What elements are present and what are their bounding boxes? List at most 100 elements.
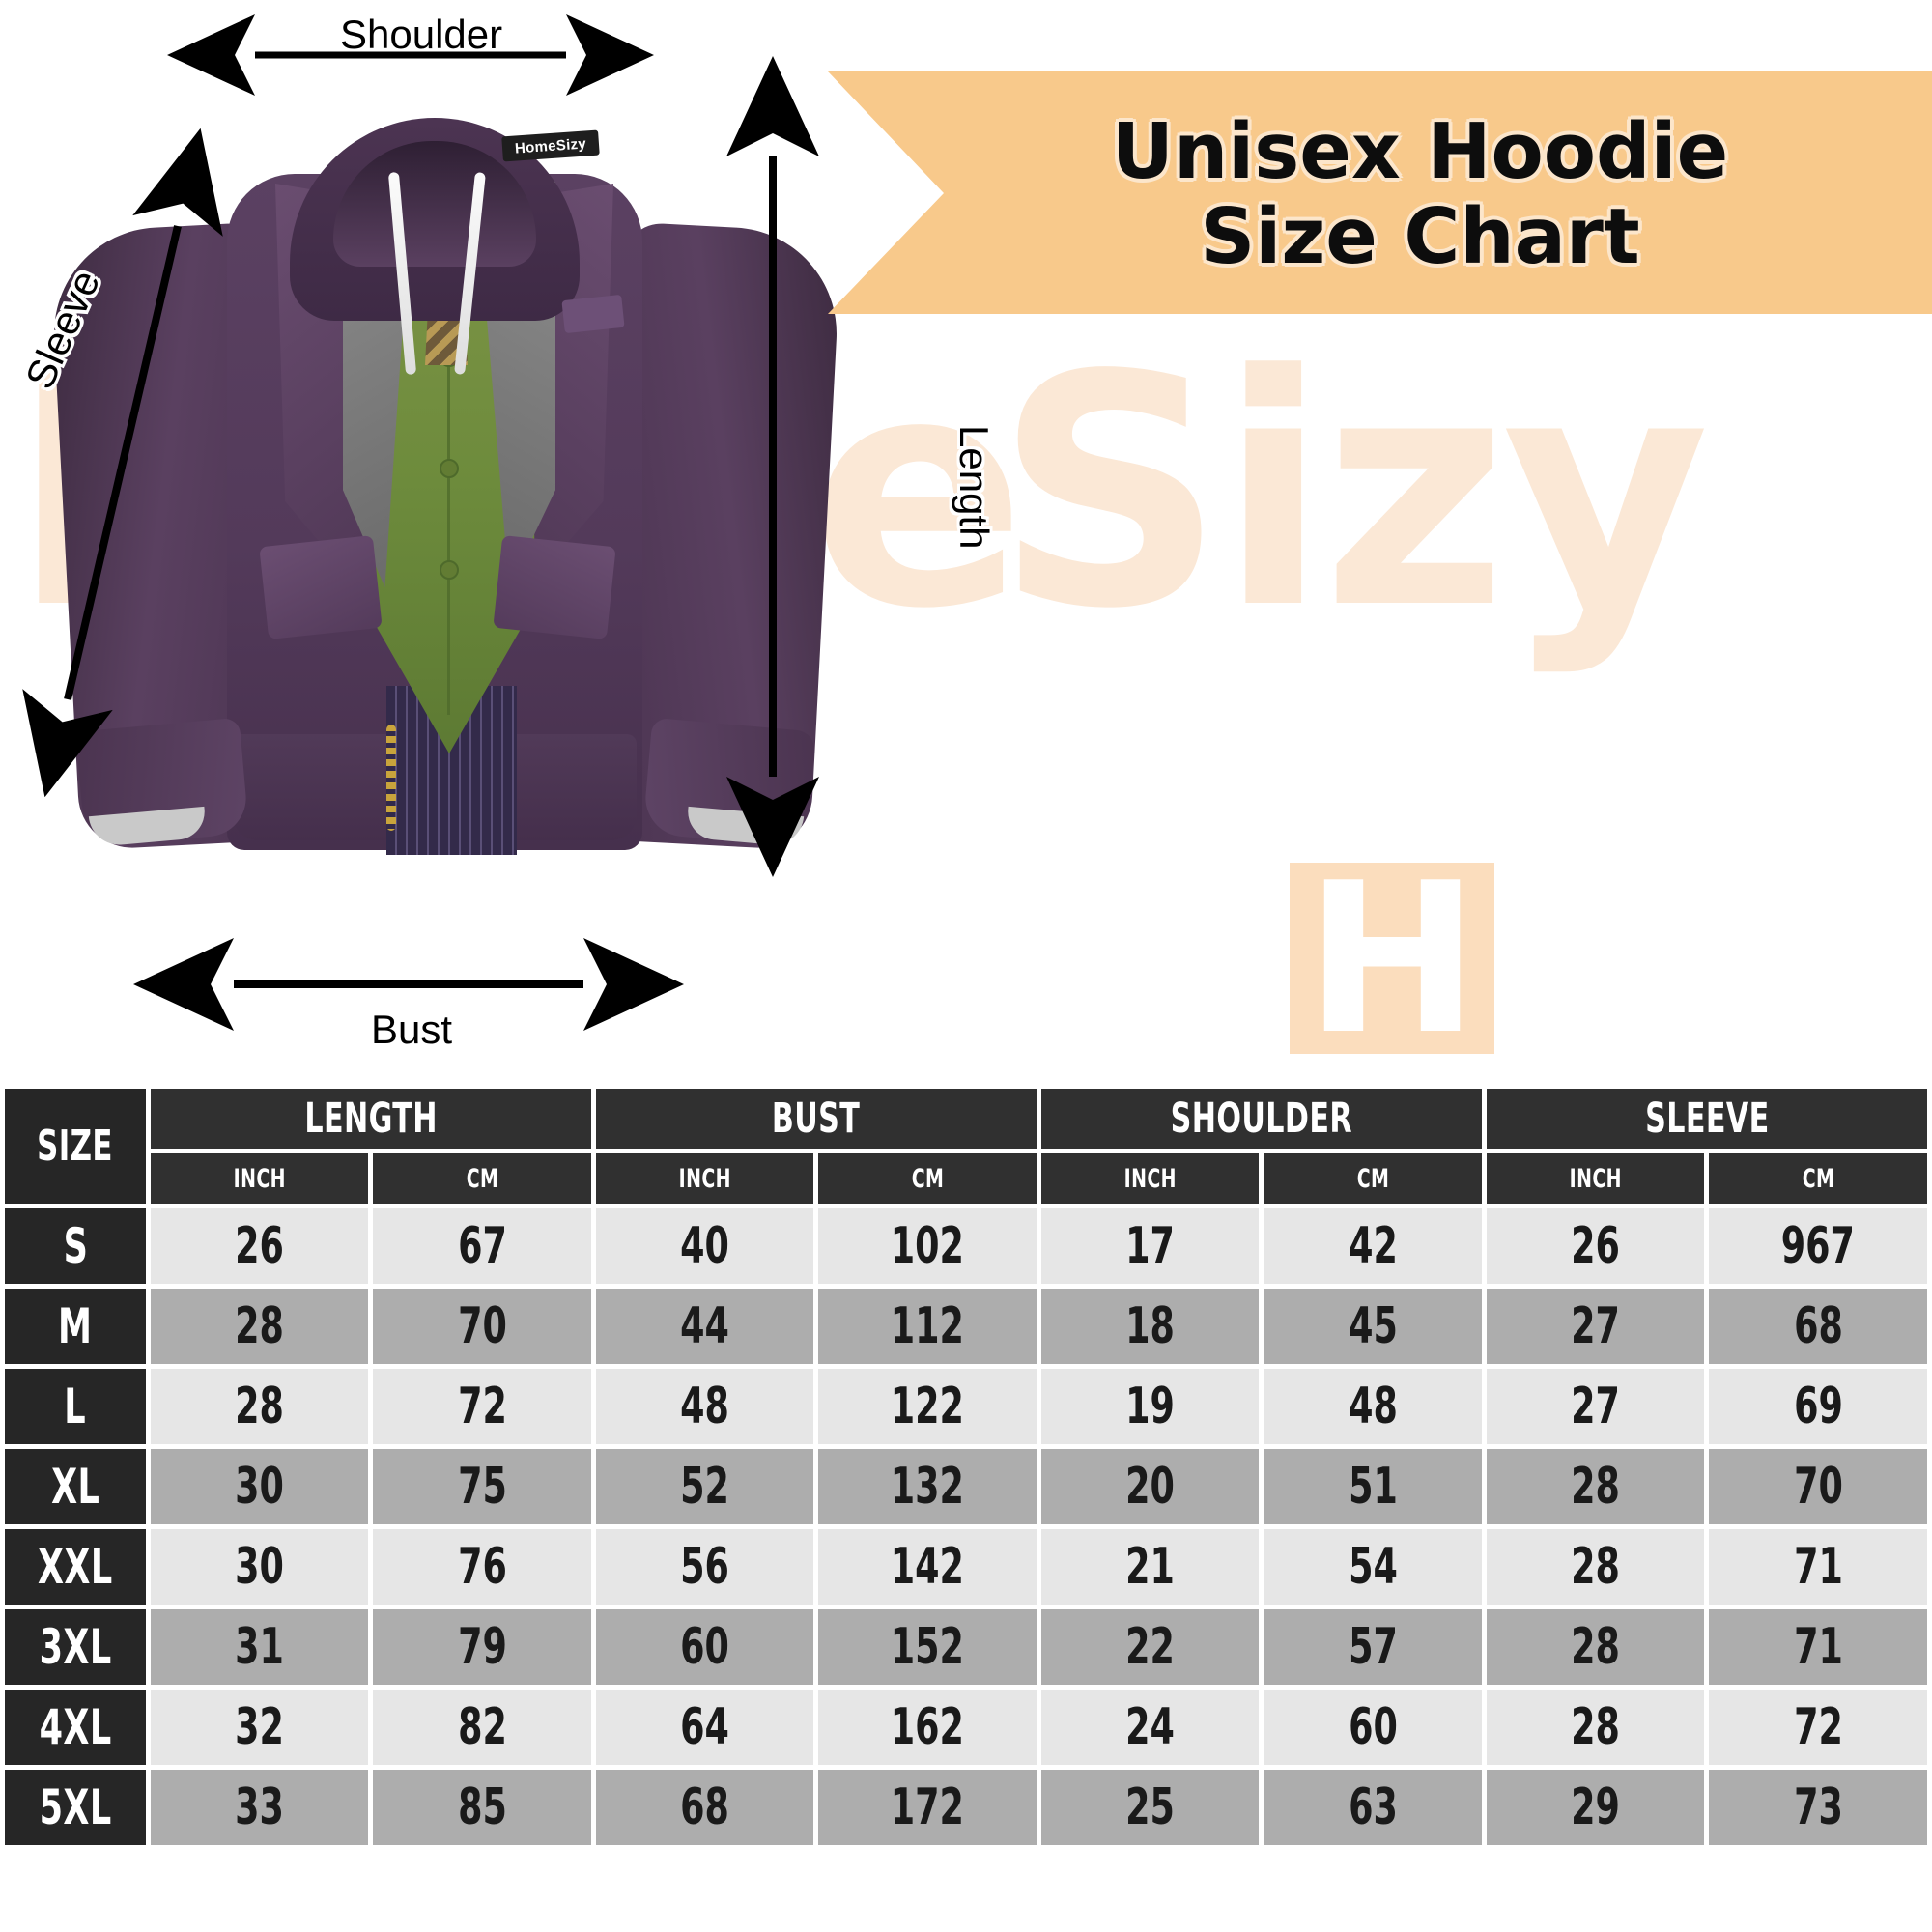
length-arrow bbox=[726, 56, 819, 877]
row-size-xxl: XXL bbox=[5, 1529, 146, 1605]
cell-shoulder-inch: 17 bbox=[1040, 1208, 1260, 1284]
header-size-label: SIZE bbox=[37, 1122, 114, 1171]
row-size-3xl: 3XL bbox=[5, 1609, 146, 1685]
table-row: M 28 70 44 112 18 45 27 68 bbox=[5, 1289, 1927, 1364]
cell-shoulder-inch: 25 bbox=[1040, 1770, 1260, 1845]
title-line-1: Unisex Hoodie bbox=[1111, 106, 1729, 196]
cell-sleeve-cm: 72 bbox=[1709, 1690, 1927, 1765]
table-row: S 26 67 40 102 17 42 26 967 bbox=[5, 1208, 1927, 1284]
cell-length-inch: 28 bbox=[150, 1369, 369, 1444]
bust-label: Bust bbox=[371, 1007, 453, 1052]
table-row: 5XL 33 85 68 172 25 63 29 73 bbox=[5, 1770, 1927, 1845]
cell-sleeve-cm: 70 bbox=[1709, 1449, 1927, 1524]
cell-shoulder-inch: 24 bbox=[1040, 1690, 1260, 1765]
cell-sleeve-cm: 71 bbox=[1709, 1609, 1927, 1685]
cell-length-inch: 30 bbox=[150, 1449, 369, 1524]
title-ribbon bbox=[828, 71, 1932, 314]
header-unit-bust-inch: INCH bbox=[595, 1153, 814, 1204]
cell-sleeve-inch: 27 bbox=[1486, 1289, 1705, 1364]
size-table: SIZE LENGTH BUST SHOULDER SLEEVE INCH CM… bbox=[0, 1084, 1932, 1850]
table-body: S 26 67 40 102 17 42 26 967 M 28 70 44 112 18 45 27 68 L 28… bbox=[5, 1208, 1927, 1845]
cell-length-cm: 72 bbox=[373, 1369, 591, 1444]
cell-sleeve-cm: 73 bbox=[1709, 1770, 1927, 1845]
table-row: XL 30 75 52 132 20 51 28 70 bbox=[5, 1449, 1927, 1524]
cell-length-inch: 33 bbox=[150, 1770, 369, 1845]
cell-shoulder-cm: 51 bbox=[1264, 1449, 1482, 1524]
watch-chain bbox=[386, 724, 396, 831]
size-table-container: SIZE LENGTH BUST SHOULDER SLEEVE INCH CM… bbox=[0, 1084, 1932, 1932]
shoulder-arrow bbox=[167, 14, 654, 96]
cell-sleeve-inch: 27 bbox=[1486, 1369, 1705, 1444]
table-head: SIZE LENGTH BUST SHOULDER SLEEVE INCH CM… bbox=[5, 1089, 1927, 1204]
row-size-label: 3XL bbox=[39, 1619, 112, 1675]
cell-length-cm: 79 bbox=[373, 1609, 591, 1685]
cell-shoulder-cm: 45 bbox=[1264, 1289, 1482, 1364]
cell-sleeve-cm: 69 bbox=[1709, 1369, 1927, 1444]
cell-bust-inch: 44 bbox=[595, 1289, 814, 1364]
cell-shoulder-cm: 63 bbox=[1264, 1770, 1482, 1845]
cell-sleeve-inch: 28 bbox=[1486, 1690, 1705, 1765]
row-size-label: 4XL bbox=[39, 1699, 112, 1755]
cell-shoulder-inch: 20 bbox=[1040, 1449, 1260, 1524]
table-row: 4XL 32 82 64 162 24 60 28 72 bbox=[5, 1690, 1927, 1765]
header-group-length: LENGTH bbox=[150, 1089, 591, 1149]
header-group-shoulder: SHOULDER bbox=[1040, 1089, 1482, 1149]
cell-bust-inch: 48 bbox=[595, 1369, 814, 1444]
cell-bust-cm: 172 bbox=[818, 1770, 1037, 1845]
cell-bust-inch: 56 bbox=[595, 1529, 814, 1605]
right-pocket-flap bbox=[493, 535, 616, 639]
cell-shoulder-cm: 54 bbox=[1264, 1529, 1482, 1605]
cell-bust-cm: 102 bbox=[818, 1208, 1037, 1284]
brand-tag: HomeSizy bbox=[501, 129, 600, 162]
header-unit-sleeve-cm: CM bbox=[1709, 1153, 1927, 1204]
cell-shoulder-inch: 19 bbox=[1040, 1369, 1260, 1444]
header-size: SIZE bbox=[5, 1089, 146, 1204]
watermark-logo-letter: H bbox=[1305, 837, 1479, 1080]
row-size-m: M bbox=[5, 1289, 146, 1364]
cell-sleeve-cm: 967 bbox=[1709, 1208, 1927, 1284]
cell-length-cm: 67 bbox=[373, 1208, 591, 1284]
page-title: Unisex Hoodie Size Chart bbox=[918, 83, 1922, 305]
table-row: L 28 72 48 122 19 48 27 69 bbox=[5, 1369, 1927, 1444]
cell-shoulder-inch: 21 bbox=[1040, 1529, 1260, 1605]
cell-bust-cm: 142 bbox=[818, 1529, 1037, 1605]
row-size-label: S bbox=[63, 1218, 88, 1274]
cell-sleeve-inch: 29 bbox=[1486, 1770, 1705, 1845]
header-unit-length-cm: CM bbox=[373, 1153, 591, 1204]
row-size-4xl: 4XL bbox=[5, 1690, 146, 1765]
row-size-l: L bbox=[5, 1369, 146, 1444]
cell-bust-inch: 68 bbox=[595, 1770, 814, 1845]
cell-sleeve-inch: 26 bbox=[1486, 1208, 1705, 1284]
cell-sleeve-inch: 28 bbox=[1486, 1609, 1705, 1685]
cell-bust-cm: 162 bbox=[818, 1690, 1037, 1765]
header-unit-bust-cm: CM bbox=[818, 1153, 1037, 1204]
cell-sleeve-inch: 28 bbox=[1486, 1529, 1705, 1605]
table-row: 3XL 31 79 60 152 22 57 28 71 bbox=[5, 1609, 1927, 1685]
header-group-bust: BUST bbox=[595, 1089, 1037, 1149]
cell-shoulder-cm: 57 bbox=[1264, 1609, 1482, 1685]
row-size-label: 5XL bbox=[39, 1779, 112, 1835]
cell-bust-cm: 122 bbox=[818, 1369, 1037, 1444]
table-row: XXL 30 76 56 142 21 54 28 71 bbox=[5, 1529, 1927, 1605]
cell-bust-inch: 60 bbox=[595, 1609, 814, 1685]
group-header-row: SIZE LENGTH BUST SHOULDER SLEEVE bbox=[5, 1089, 1927, 1204]
cell-bust-cm: 152 bbox=[818, 1609, 1037, 1685]
cell-sleeve-cm: 68 bbox=[1709, 1289, 1927, 1364]
row-size-label: XXL bbox=[38, 1539, 113, 1595]
cell-length-inch: 28 bbox=[150, 1289, 369, 1364]
cell-shoulder-inch: 22 bbox=[1040, 1609, 1260, 1685]
watermark-sizy-text: Sizy bbox=[995, 307, 1710, 678]
hoodie-illustration: HomeSizy bbox=[43, 58, 842, 855]
cell-shoulder-cm: 60 bbox=[1264, 1690, 1482, 1765]
cell-length-cm: 76 bbox=[373, 1529, 591, 1605]
cell-length-cm: 85 bbox=[373, 1770, 591, 1845]
shoulder-label: Shoulder bbox=[340, 12, 503, 57]
cell-length-inch: 32 bbox=[150, 1690, 369, 1765]
cell-length-cm: 82 bbox=[373, 1690, 591, 1765]
cell-sleeve-cm: 71 bbox=[1709, 1529, 1927, 1605]
header-group-sleeve: SLEEVE bbox=[1486, 1089, 1927, 1149]
row-size-label: XL bbox=[50, 1459, 100, 1515]
header-unit-shoulder-inch: INCH bbox=[1040, 1153, 1260, 1204]
product-illustration-panel: Home Sizy H HomeSizy bbox=[10, 12, 1932, 1080]
